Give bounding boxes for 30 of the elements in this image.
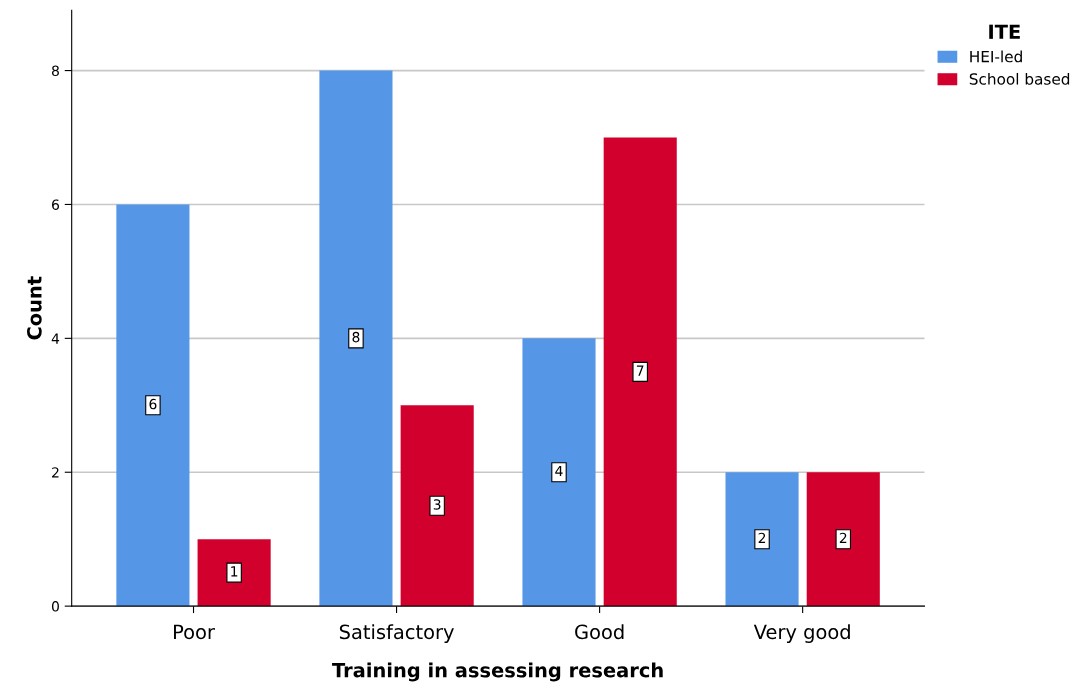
legend-title: ITE bbox=[989, 24, 1020, 39]
data-label: 1 bbox=[231, 566, 238, 577]
bar bbox=[197, 539, 271, 607]
bar bbox=[603, 137, 677, 607]
bar bbox=[806, 472, 880, 607]
bar bbox=[400, 405, 474, 607]
data-label: 2 bbox=[758, 532, 766, 544]
x-axis-title: Training in assessing research bbox=[332, 662, 663, 682]
x-tick-label: Good bbox=[575, 624, 624, 640]
x-tick-label: Satisfactory bbox=[339, 624, 454, 643]
legend-label: School based bbox=[969, 72, 1070, 85]
bar bbox=[319, 70, 393, 607]
y-tick-label: 6 bbox=[52, 199, 60, 210]
data-label: 7 bbox=[636, 365, 644, 376]
x-tick-label: Poor bbox=[174, 624, 215, 640]
y-tick-label: 8 bbox=[51, 65, 59, 77]
bar bbox=[725, 472, 799, 607]
data-label: 8 bbox=[352, 331, 360, 343]
y-tick-label: 4 bbox=[51, 333, 60, 344]
bar bbox=[116, 204, 190, 607]
data-label: 3 bbox=[433, 499, 441, 510]
legend-label: HEI-led bbox=[970, 50, 1022, 63]
data-label: 2 bbox=[839, 532, 847, 544]
data-label: 4 bbox=[555, 465, 563, 477]
x-tick-label: Very good bbox=[753, 624, 850, 643]
y-axis-title: Count bbox=[27, 276, 42, 340]
y-tick-label: 0 bbox=[51, 601, 59, 612]
bar bbox=[522, 338, 596, 607]
y-tick-label: 2 bbox=[52, 467, 59, 478]
data-label: 6 bbox=[149, 398, 157, 410]
